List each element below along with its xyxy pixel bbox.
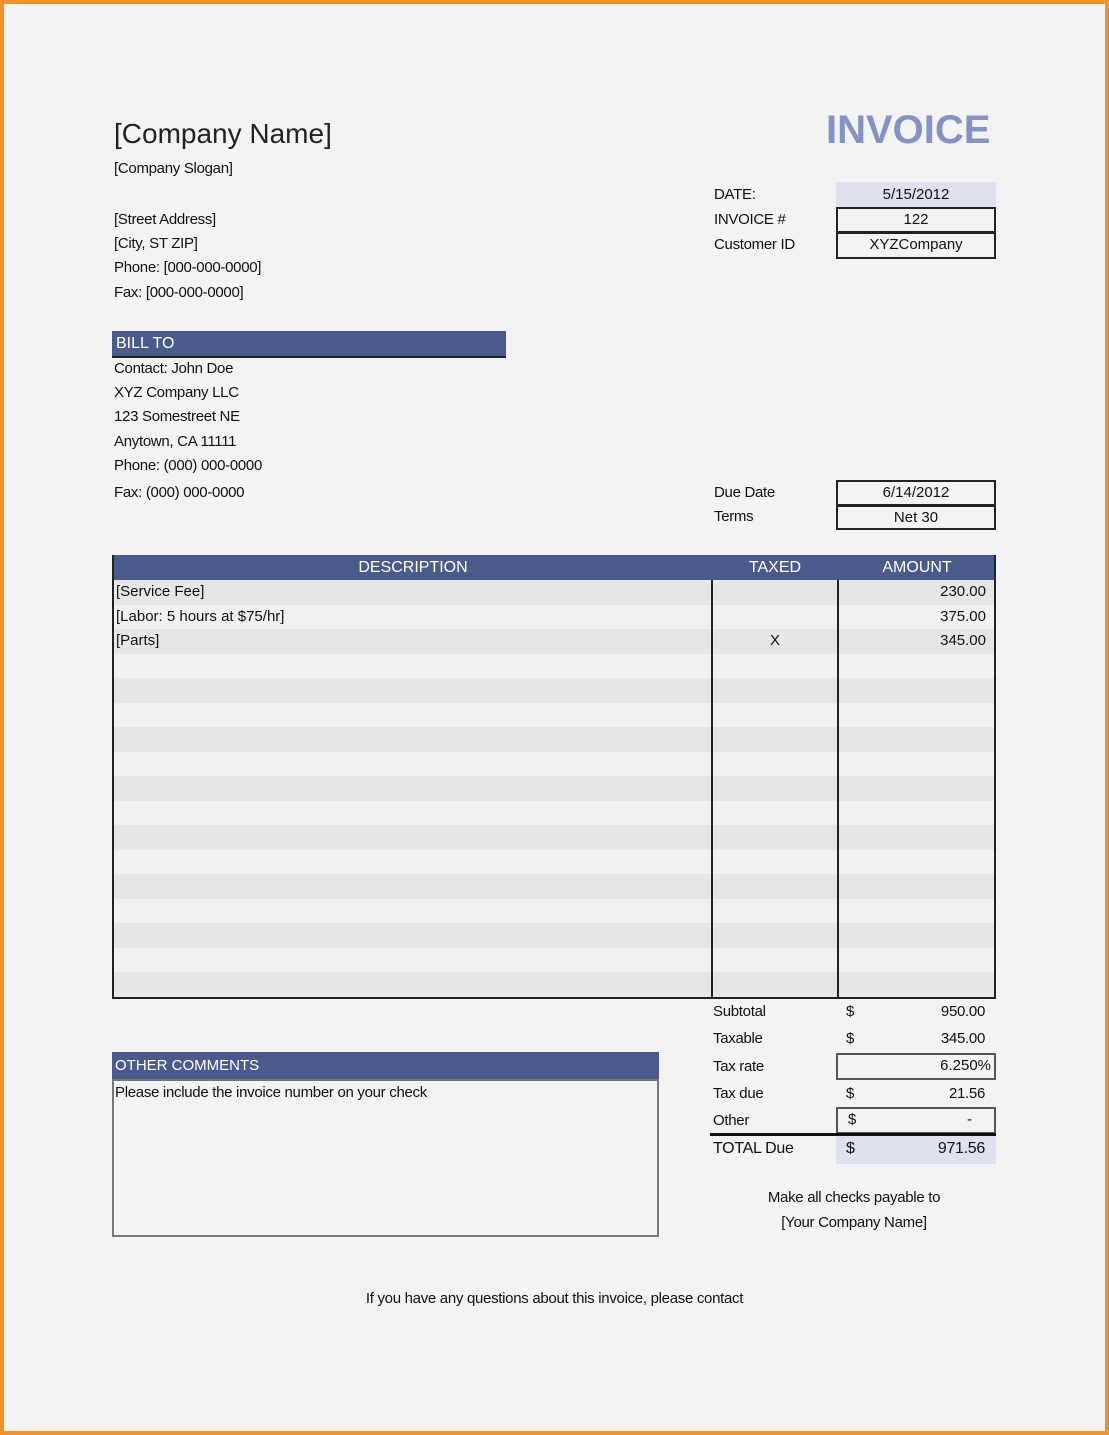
currency-symbol: $ bbox=[846, 1030, 855, 1047]
item-amount: 345.00 bbox=[940, 632, 986, 649]
total-highlight bbox=[836, 1136, 996, 1164]
invoice-number-label: INVOICE # bbox=[714, 211, 786, 228]
customer-id-label: Customer ID bbox=[714, 236, 795, 253]
invoice-title: INVOICE bbox=[826, 108, 991, 152]
table-row[interactable] bbox=[114, 653, 994, 678]
company-phone: Phone: [000-000-0000] bbox=[114, 259, 262, 276]
contact-footer: If you have any questions about this inv… bbox=[365, 1290, 744, 1307]
currency-symbol: $ bbox=[848, 1111, 857, 1128]
total-due-value: 971.56 bbox=[937, 1140, 985, 1157]
invoice-number-field[interactable]: 122 bbox=[836, 207, 996, 233]
customer-id-field[interactable]: XYZCompany bbox=[836, 232, 996, 259]
column-divider bbox=[837, 580, 839, 997]
terms-label: Terms bbox=[714, 508, 754, 525]
table-row[interactable] bbox=[114, 678, 994, 703]
bill-to-heading: BILL TO bbox=[112, 331, 506, 358]
currency-symbol: $ bbox=[846, 1140, 855, 1157]
item-description: [Service Fee] bbox=[116, 583, 205, 600]
subtotal-label: Subtotal bbox=[713, 1003, 766, 1020]
table-row[interactable]: [Service Fee] 230.00 bbox=[114, 580, 994, 605]
table-row[interactable] bbox=[114, 800, 994, 825]
taxable-value: 345.00 bbox=[940, 1030, 985, 1047]
currency-symbol: $ bbox=[846, 1085, 855, 1102]
table-row[interactable] bbox=[114, 947, 994, 972]
table-header: DESCRIPTION TAXED AMOUNT bbox=[114, 555, 994, 580]
bill-to-line: 123 Somestreet NE bbox=[114, 408, 240, 425]
table-row[interactable] bbox=[114, 972, 994, 997]
table-row[interactable] bbox=[114, 825, 994, 850]
table-row[interactable] bbox=[114, 751, 994, 776]
header-amount: AMOUNT bbox=[882, 559, 952, 576]
comments-box[interactable]: Please include the invoice number on you… bbox=[112, 1079, 659, 1237]
header-taxed: TAXED bbox=[748, 559, 802, 576]
table-row[interactable] bbox=[114, 874, 994, 899]
street-address: [Street Address] bbox=[114, 211, 216, 228]
tax-rate-label: Tax rate bbox=[713, 1058, 764, 1075]
date-field[interactable]: 5/15/2012 bbox=[836, 182, 996, 207]
taxable-label: Taxable bbox=[713, 1030, 763, 1047]
item-description: [Parts] bbox=[116, 632, 160, 649]
terms-field[interactable]: Net 30 bbox=[836, 505, 996, 530]
subtotal-value: 950.00 bbox=[940, 1003, 985, 1020]
line-items-table: DESCRIPTION TAXED AMOUNT [Service Fee] 23… bbox=[112, 555, 996, 999]
bill-to-line: Anytown, CA 11111 bbox=[114, 433, 237, 450]
tax-due-value: 21.56 bbox=[948, 1085, 985, 1102]
table-row[interactable] bbox=[114, 849, 994, 874]
bill-to-line: Phone: (000) 000-0000 bbox=[114, 457, 262, 474]
bill-to-line: Contact: John Doe bbox=[114, 360, 234, 377]
tax-rate-field[interactable]: 6.250% bbox=[836, 1053, 996, 1080]
item-taxed: X bbox=[769, 632, 780, 649]
table-row[interactable] bbox=[114, 898, 994, 923]
bill-to-line: XYZ Company LLC bbox=[114, 384, 239, 401]
table-row[interactable] bbox=[114, 776, 994, 801]
comments-heading: OTHER COMMENTS bbox=[112, 1052, 659, 1079]
total-divider bbox=[710, 1133, 996, 1136]
due-date-field[interactable]: 6/14/2012 bbox=[836, 480, 996, 506]
company-fax: Fax: [000-000-0000] bbox=[114, 284, 244, 301]
tax-due-label: Tax due bbox=[713, 1085, 764, 1102]
column-divider bbox=[711, 580, 713, 997]
total-due-label: TOTAL Due bbox=[713, 1140, 794, 1157]
header-description: DESCRIPTION bbox=[358, 559, 468, 576]
item-amount: 230.00 bbox=[940, 583, 986, 600]
table-row[interactable]: [Parts] X 345.00 bbox=[114, 629, 994, 654]
table-row[interactable] bbox=[114, 702, 994, 727]
item-amount: 375.00 bbox=[940, 607, 986, 625]
comments-text: Please include the invoice number on you… bbox=[115, 1084, 427, 1101]
due-date-label: Due Date bbox=[714, 484, 775, 501]
city-state-zip: [City, ST ZIP] bbox=[114, 235, 198, 252]
payable-line-1: Make all checks payable to bbox=[767, 1189, 941, 1206]
table-row[interactable] bbox=[114, 727, 994, 752]
item-description: [Labor: 5 hours at $75/hr] bbox=[116, 607, 285, 625]
other-field[interactable]: $ - bbox=[836, 1107, 996, 1134]
other-value: - bbox=[967, 1111, 972, 1128]
company-name: [Company Name] bbox=[114, 118, 332, 149]
table-row[interactable] bbox=[114, 923, 994, 948]
table-row[interactable]: [Labor: 5 hours at $75/hr] 375.00 bbox=[114, 604, 994, 629]
date-label: DATE: bbox=[714, 186, 756, 203]
bill-to-line: Fax: (000) 000-0000 bbox=[114, 484, 245, 501]
currency-symbol: $ bbox=[846, 1003, 855, 1020]
other-label: Other bbox=[713, 1112, 750, 1129]
company-slogan: [Company Slogan] bbox=[114, 160, 233, 177]
payable-line-2: [Your Company Name] bbox=[781, 1214, 927, 1231]
